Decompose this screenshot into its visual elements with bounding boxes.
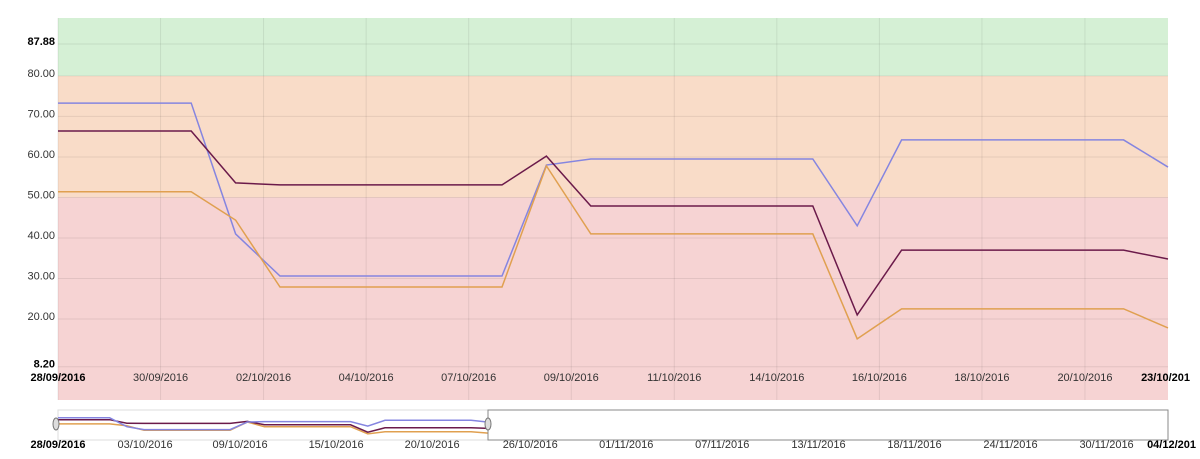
- navigator-tick-label: 24/11/2016: [983, 439, 1037, 451]
- navigator-handle[interactable]: [484, 417, 492, 431]
- navigator-tick-label: 20/10/2016: [405, 439, 460, 451]
- series-line: [58, 130, 1169, 317]
- navigator-line: [58, 418, 489, 434]
- x-tick-label: 23/10/201: [1141, 372, 1190, 384]
- series-line: [58, 102, 1169, 277]
- y-tick-label: 80.00: [27, 68, 55, 80]
- x-tick-label: 02/10/2016: [236, 372, 291, 384]
- y-tick-label: 60.00: [27, 149, 55, 161]
- x-tick-label: 09/10/2016: [544, 372, 599, 384]
- navigator-tick-label: 30/11/2016: [1079, 439, 1133, 451]
- x-tick-label: 04/10/2016: [339, 372, 394, 384]
- navigator-tick-label: 07/11/2016: [695, 439, 749, 451]
- navigator-tick-label: 04/12/201: [1147, 439, 1196, 451]
- labels: 8.20 20.00 30.00 40.00 50.00 60.00 70.00 80.00 8…: [27, 36, 1190, 384]
- x-tick-label: 07/10/2016: [441, 372, 496, 384]
- band: [58, 75, 1168, 198]
- navigator: 28/09/2016 03/10/2016 09/10/2016 15/10/2016…: [30, 409, 1196, 451]
- navigator-tick-label: 28/09/2016: [30, 439, 85, 451]
- y-tick-label: 8.20: [34, 359, 55, 371]
- navigator-tick-label: 09/10/2016: [213, 439, 268, 451]
- navigator-tick-label: 13/11/2016: [791, 439, 845, 451]
- series-line: [58, 164, 1169, 340]
- navigator-tick-label: 01/11/2016: [599, 439, 653, 451]
- y-tick-label: 87.88: [27, 36, 55, 48]
- x-tick-label: 11/10/2016: [647, 372, 701, 384]
- band: [58, 197, 1168, 400]
- x-tick-label: 28/09/2016: [30, 372, 85, 384]
- navigator-tick-label: 03/10/2016: [118, 439, 173, 451]
- y-tick-label: 50.00: [27, 189, 55, 201]
- y-tick-label: 30.00: [27, 270, 55, 282]
- x-tick-label: 14/10/2016: [749, 372, 804, 384]
- navigator-line: [58, 417, 489, 431]
- x-tick-label: 30/09/2016: [133, 372, 188, 384]
- navigator-window[interactable]: [487, 409, 1169, 441]
- navigator-handle[interactable]: [52, 417, 60, 431]
- x-tick-label: 18/10/2016: [954, 372, 1009, 384]
- band: [58, 18, 1168, 76]
- bands: [58, 18, 1168, 400]
- navigator-tick-label: 26/10/2016: [503, 439, 558, 451]
- navigator-tick-label: 18/11/2016: [887, 439, 941, 451]
- lines: [58, 102, 1169, 340]
- grid: [57, 18, 1168, 400]
- navigator-tick-label: 15/10/2016: [309, 439, 364, 451]
- x-tick-label: 16/10/2016: [852, 372, 907, 384]
- y-tick-label: 40.00: [27, 230, 55, 242]
- x-tick-label: 20/10/2016: [1057, 372, 1112, 384]
- y-tick-label: 20.00: [27, 311, 55, 323]
- y-tick-label: 70.00: [27, 108, 55, 120]
